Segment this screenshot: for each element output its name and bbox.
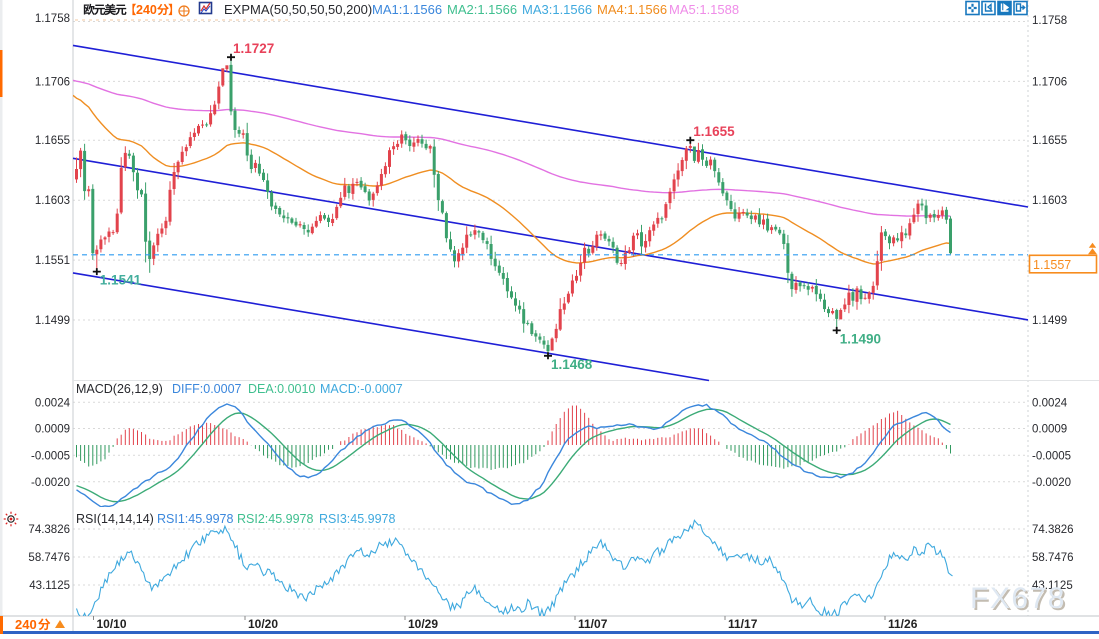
svg-text:MACD:-0.0007: MACD:-0.0007 — [320, 382, 403, 396]
svg-text:1.1727: 1.1727 — [233, 41, 274, 56]
svg-text:RSI(14,14,14): RSI(14,14,14) — [76, 512, 154, 526]
svg-text:1.1499: 1.1499 — [35, 315, 70, 327]
svg-text:0.0024: 0.0024 — [35, 397, 71, 409]
svg-text:58.7476: 58.7476 — [1032, 552, 1074, 564]
svg-text:1.1490: 1.1490 — [840, 331, 881, 346]
svg-text:MA1:1.1566: MA1:1.1566 — [372, 2, 442, 17]
svg-text:-0.0020: -0.0020 — [31, 477, 70, 489]
svg-text:1.1655: 1.1655 — [35, 135, 70, 147]
svg-text:43.1125: 43.1125 — [29, 580, 70, 592]
svg-text:1.1541: 1.1541 — [100, 273, 142, 288]
svg-text:1.1603: 1.1603 — [1032, 195, 1067, 207]
svg-text:43.1125: 43.1125 — [1032, 580, 1073, 592]
svg-text:1.1758: 1.1758 — [35, 13, 70, 25]
svg-text:1.1551: 1.1551 — [35, 255, 70, 267]
svg-text:MACD(26,12,9): MACD(26,12,9) — [76, 382, 163, 396]
svg-text:-0.0020: -0.0020 — [1032, 477, 1071, 489]
svg-text:1.1603: 1.1603 — [35, 195, 70, 207]
svg-text:MA5:1.1588: MA5:1.1588 — [669, 2, 739, 17]
svg-text:1.1468: 1.1468 — [551, 357, 593, 372]
svg-text:240: 240 — [136, 3, 157, 17]
svg-text:1.1557: 1.1557 — [1033, 258, 1071, 272]
svg-text:0.0009: 0.0009 — [35, 424, 70, 436]
svg-text:10/20: 10/20 — [248, 617, 278, 631]
svg-text:0.0024: 0.0024 — [1032, 397, 1068, 409]
svg-text:DEA:0.0010: DEA:0.0010 — [248, 382, 315, 396]
svg-text:MA3:1.1566: MA3:1.1566 — [522, 2, 592, 17]
svg-text:10/29: 10/29 — [408, 617, 438, 631]
svg-text:1.1499: 1.1499 — [1032, 315, 1067, 327]
svg-text:-0.0005: -0.0005 — [1032, 450, 1071, 462]
svg-text:1.1758: 1.1758 — [1032, 15, 1067, 27]
svg-text:1.1706: 1.1706 — [35, 76, 70, 88]
svg-text:DIFF:0.0007: DIFF:0.0007 — [172, 382, 242, 396]
svg-text:FX678: FX678 — [972, 584, 1068, 617]
svg-text:1.1655: 1.1655 — [693, 124, 735, 139]
svg-text:RSI1:45.9978: RSI1:45.9978 — [157, 512, 233, 526]
svg-text:1.1706: 1.1706 — [1032, 76, 1067, 88]
svg-text:74.3826: 74.3826 — [1032, 524, 1074, 536]
svg-text:FX678: FX678 — [970, 582, 1066, 615]
svg-text:10/10: 10/10 — [97, 617, 127, 631]
svg-text:11/07: 11/07 — [578, 617, 608, 631]
svg-text:11/17: 11/17 — [728, 617, 758, 631]
svg-text:240: 240 — [15, 617, 37, 632]
svg-text:74.3826: 74.3826 — [28, 524, 70, 536]
svg-text:RSI3:45.9978: RSI3:45.9978 — [319, 512, 395, 526]
svg-text:MA4:1.1566: MA4:1.1566 — [597, 2, 667, 17]
svg-text:-0.0005: -0.0005 — [31, 450, 70, 462]
svg-text:0.0009: 0.0009 — [1032, 424, 1067, 436]
svg-text:1.1655: 1.1655 — [1032, 135, 1067, 147]
svg-text:EXPMA(50,50,50,50,200): EXPMA(50,50,50,50,200) — [224, 2, 372, 17]
svg-text:MA2:1.1566: MA2:1.1566 — [447, 2, 517, 17]
svg-text:58.7476: 58.7476 — [28, 552, 70, 564]
svg-text:11/26: 11/26 — [888, 617, 918, 631]
svg-text:RSI2:45.9978: RSI2:45.9978 — [237, 512, 313, 526]
